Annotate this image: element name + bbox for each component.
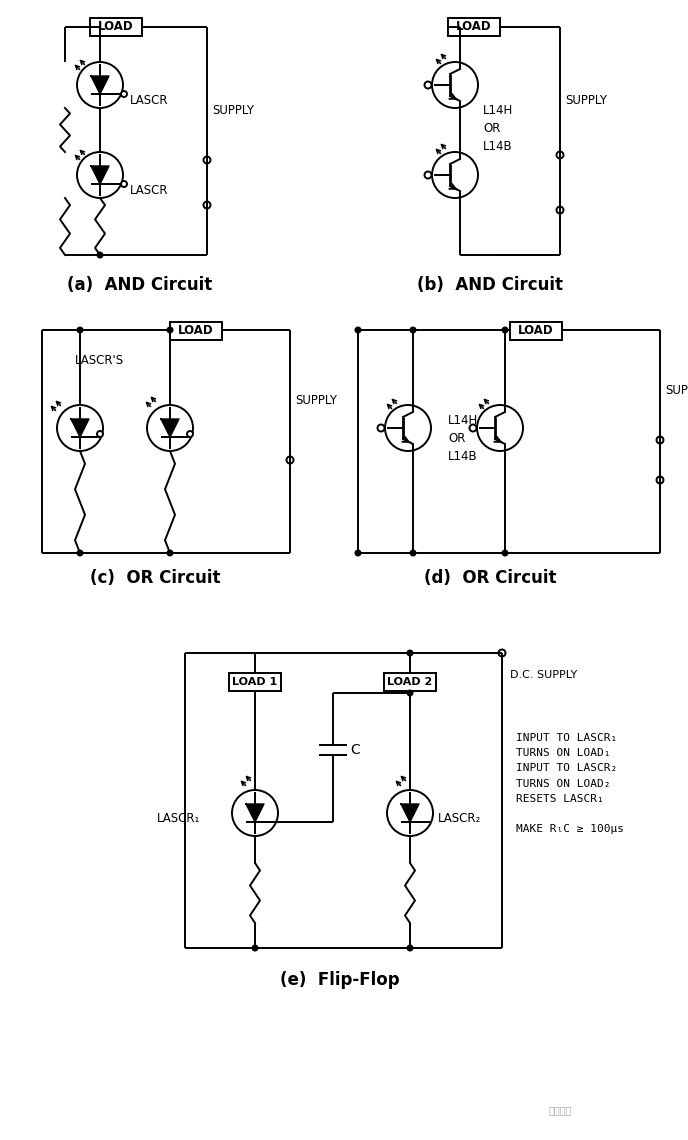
Circle shape xyxy=(77,551,83,556)
Polygon shape xyxy=(246,804,264,822)
Circle shape xyxy=(167,551,173,556)
Circle shape xyxy=(378,424,385,432)
Text: INPUT TO LASCR₁
TURNS ON LOAD₁
INPUT TO LASCR₂
TURNS ON LOAD₂
RESETS LASCR₁

MAK: INPUT TO LASCR₁ TURNS ON LOAD₁ INPUT TO … xyxy=(516,733,624,834)
Text: (d)  OR Circuit: (d) OR Circuit xyxy=(424,569,557,587)
Circle shape xyxy=(557,206,563,213)
Bar xyxy=(448,18,500,36)
Circle shape xyxy=(424,81,431,89)
Polygon shape xyxy=(401,804,419,822)
Circle shape xyxy=(121,181,127,187)
Circle shape xyxy=(97,252,103,258)
Circle shape xyxy=(355,551,361,556)
Circle shape xyxy=(204,156,211,163)
Bar xyxy=(384,673,436,691)
Text: LOAD 1: LOAD 1 xyxy=(233,677,278,687)
Text: LOAD: LOAD xyxy=(518,325,554,337)
Text: 佳圆电子: 佳圆电子 xyxy=(548,1105,572,1115)
Text: SUPPLY: SUPPLY xyxy=(565,93,607,106)
Text: LOAD: LOAD xyxy=(456,21,492,33)
Circle shape xyxy=(656,477,663,483)
Circle shape xyxy=(410,551,416,556)
Text: (a)  AND Circuit: (a) AND Circuit xyxy=(67,276,213,294)
Circle shape xyxy=(407,945,413,951)
Text: (c)  OR Circuit: (c) OR Circuit xyxy=(89,569,220,587)
Bar xyxy=(229,673,281,691)
Circle shape xyxy=(407,650,413,656)
Text: (e)  Flip-Flop: (e) Flip-Flop xyxy=(280,971,400,990)
Circle shape xyxy=(187,431,193,437)
Circle shape xyxy=(77,327,83,333)
Circle shape xyxy=(502,551,508,556)
Polygon shape xyxy=(91,76,109,93)
Text: LASCR: LASCR xyxy=(130,93,169,106)
Text: SUPPLY: SUPPLY xyxy=(665,383,688,397)
Circle shape xyxy=(121,91,127,97)
Text: LASCR₁: LASCR₁ xyxy=(157,812,200,824)
Circle shape xyxy=(499,650,506,657)
Text: SUPPLY: SUPPLY xyxy=(295,393,337,407)
Circle shape xyxy=(286,456,294,464)
Text: LASCR: LASCR xyxy=(130,184,169,196)
Text: (b)  AND Circuit: (b) AND Circuit xyxy=(417,276,563,294)
Circle shape xyxy=(410,327,416,333)
Circle shape xyxy=(204,202,211,209)
Text: C: C xyxy=(350,743,361,757)
Text: LOAD: LOAD xyxy=(178,325,214,337)
Circle shape xyxy=(407,690,413,695)
Circle shape xyxy=(252,945,258,951)
Bar xyxy=(170,321,222,340)
Text: LASCR₂: LASCR₂ xyxy=(438,812,481,824)
Polygon shape xyxy=(91,166,109,184)
Polygon shape xyxy=(161,420,179,437)
Circle shape xyxy=(469,424,477,432)
Text: SUPPLY: SUPPLY xyxy=(212,104,254,116)
Circle shape xyxy=(656,437,663,443)
Circle shape xyxy=(424,171,431,179)
Polygon shape xyxy=(71,420,89,437)
Text: L14H
OR
L14B: L14H OR L14B xyxy=(448,414,478,463)
Bar xyxy=(510,321,562,340)
Text: L14H
OR
L14B: L14H OR L14B xyxy=(483,104,513,153)
Circle shape xyxy=(502,327,508,333)
Bar xyxy=(90,18,142,36)
Text: LOAD: LOAD xyxy=(98,21,133,33)
Circle shape xyxy=(97,431,103,437)
Text: LASCR'S: LASCR'S xyxy=(75,353,124,366)
Text: D.C. SUPPLY: D.C. SUPPLY xyxy=(510,670,577,679)
Circle shape xyxy=(167,327,173,333)
Text: LOAD 2: LOAD 2 xyxy=(387,677,433,687)
Circle shape xyxy=(557,152,563,158)
Circle shape xyxy=(355,327,361,333)
